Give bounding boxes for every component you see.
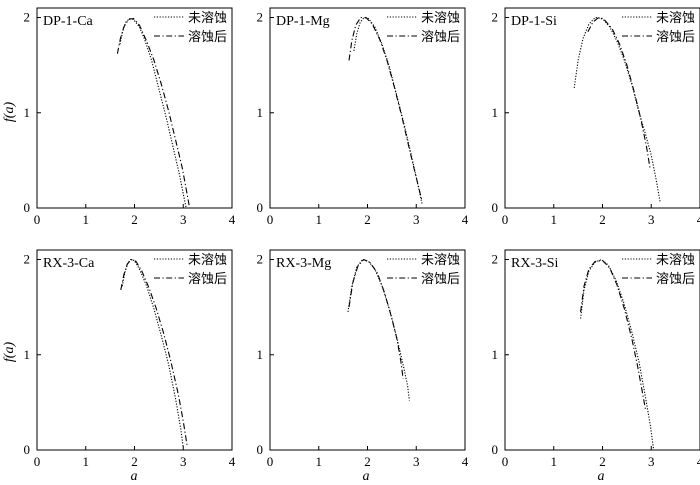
legend-label: 溶蚀后 (421, 272, 460, 287)
y-tick-label: 2 (24, 252, 31, 267)
x-tick-label: 0 (502, 212, 509, 227)
legend-label: 未溶蚀 (421, 253, 460, 268)
legend-label: 未溶蚀 (421, 11, 460, 26)
y-tick-label: 0 (492, 442, 499, 457)
x-tick-label: 2 (364, 212, 371, 227)
x-axis-label: a (598, 469, 605, 484)
x-tick-label: 3 (648, 212, 655, 227)
x-tick-label: 4 (229, 212, 236, 227)
series-line (116, 17, 190, 206)
series-line (580, 259, 646, 410)
x-tick-label: 1 (316, 212, 323, 227)
x-tick-label: 1 (551, 454, 558, 469)
series-line (121, 258, 184, 449)
y-tick-label: 2 (257, 252, 264, 267)
x-tick-label: 3 (413, 454, 420, 469)
y-tick-label: 1 (24, 105, 31, 120)
y-tick-label: 0 (24, 442, 31, 457)
legend-label: 未溶蚀 (656, 253, 695, 268)
y-axis-label: f(a) (2, 102, 17, 123)
y-tick-label: 2 (257, 10, 264, 25)
x-tick-label: 3 (180, 454, 187, 469)
series-line (348, 16, 423, 202)
legend-label: 溶蚀后 (421, 30, 460, 45)
x-tick-label: 2 (364, 454, 371, 469)
y-tick-label: 1 (257, 105, 264, 120)
x-tick-label: 0 (34, 454, 41, 469)
series-line (573, 16, 661, 202)
x-tick-label: 0 (267, 212, 274, 227)
panel-title: RX-3-Ca (43, 256, 95, 271)
y-tick-label: 2 (492, 10, 499, 25)
x-axis-label: a (363, 469, 370, 484)
y-tick-label: 2 (492, 252, 499, 267)
x-tick-label: 2 (599, 212, 606, 227)
y-tick-label: 0 (257, 200, 264, 215)
x-axis-label: a (131, 469, 138, 484)
series-line (348, 258, 404, 379)
x-tick-label: 1 (83, 212, 90, 227)
legend-label: 未溶蚀 (188, 11, 227, 26)
x-tick-label: 4 (697, 212, 700, 227)
x-tick-label: 1 (83, 454, 90, 469)
y-tick-label: 0 (257, 442, 264, 457)
y-tick-label: 1 (24, 347, 31, 362)
series-line (347, 258, 410, 401)
x-tick-label: 3 (180, 212, 187, 227)
legend-label: 溶蚀后 (188, 30, 227, 45)
x-tick-label: 2 (131, 212, 138, 227)
x-tick-label: 4 (462, 454, 469, 469)
y-tick-label: 1 (492, 347, 499, 362)
y-tick-label: 0 (24, 200, 31, 215)
x-tick-label: 4 (462, 212, 469, 227)
legend-label: 未溶蚀 (188, 253, 227, 268)
y-tick-label: 1 (492, 105, 499, 120)
y-tick-label: 0 (492, 200, 499, 215)
y-axis-label: f(a) (2, 342, 17, 363)
x-tick-label: 0 (267, 454, 274, 469)
series-line (120, 258, 188, 447)
y-tick-label: 2 (24, 10, 31, 25)
panel-title: RX-3-Si (511, 256, 559, 271)
series-line (119, 17, 187, 209)
panel-title: DP-1-Ca (43, 14, 94, 29)
x-tick-label: 1 (316, 454, 323, 469)
x-tick-label: 0 (34, 212, 41, 227)
x-tick-label: 3 (648, 454, 655, 469)
legend-label: 未溶蚀 (656, 11, 695, 26)
panel-title: DP-1-Si (511, 14, 557, 29)
panel-title: RX-3-Mg (276, 256, 331, 271)
y-axis-label-bottom: f(a) (2, 342, 17, 363)
x-tick-label: 4 (697, 454, 700, 469)
x-tick-label: 0 (502, 454, 509, 469)
x-tick-label: 1 (551, 212, 558, 227)
x-tick-label: 2 (599, 454, 606, 469)
legend-label: 溶蚀后 (656, 30, 695, 45)
y-tick-label: 1 (257, 347, 264, 362)
x-tick-label: 4 (229, 454, 236, 469)
legend-label: 溶蚀后 (656, 272, 695, 287)
series-line (587, 16, 651, 170)
series-line (580, 258, 655, 451)
x-tick-label: 2 (131, 454, 138, 469)
series-line (353, 16, 423, 205)
legend-label: 溶蚀后 (188, 272, 227, 287)
x-tick-label: 3 (413, 212, 420, 227)
panel-title: DP-1-Mg (276, 14, 330, 29)
y-axis-label-top: f(a) (2, 102, 17, 123)
